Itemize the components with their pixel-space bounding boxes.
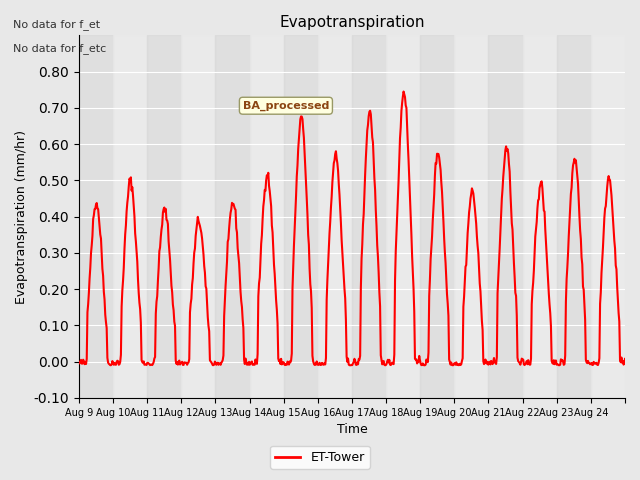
Title: Evapotranspiration: Evapotranspiration (279, 15, 425, 30)
Bar (523, 36, 557, 398)
Bar (386, 36, 420, 398)
Text: BA_processed: BA_processed (243, 101, 329, 111)
Bar (147, 36, 181, 398)
Legend: ET-Tower: ET-Tower (270, 446, 370, 469)
Y-axis label: Evapotranspiration (mm/hr): Evapotranspiration (mm/hr) (15, 130, 28, 304)
Bar (318, 36, 352, 398)
Text: No data for f_etc: No data for f_etc (13, 43, 106, 54)
Bar (216, 36, 250, 398)
Bar (250, 36, 284, 398)
Bar (557, 36, 591, 398)
Bar (79, 36, 113, 398)
X-axis label: Time: Time (337, 423, 367, 436)
Bar (454, 36, 488, 398)
Text: No data for f_et: No data for f_et (13, 19, 100, 30)
Bar (488, 36, 523, 398)
Bar (352, 36, 386, 398)
Bar (591, 36, 625, 398)
Bar (284, 36, 318, 398)
Bar (181, 36, 216, 398)
Bar (113, 36, 147, 398)
Bar (420, 36, 454, 398)
